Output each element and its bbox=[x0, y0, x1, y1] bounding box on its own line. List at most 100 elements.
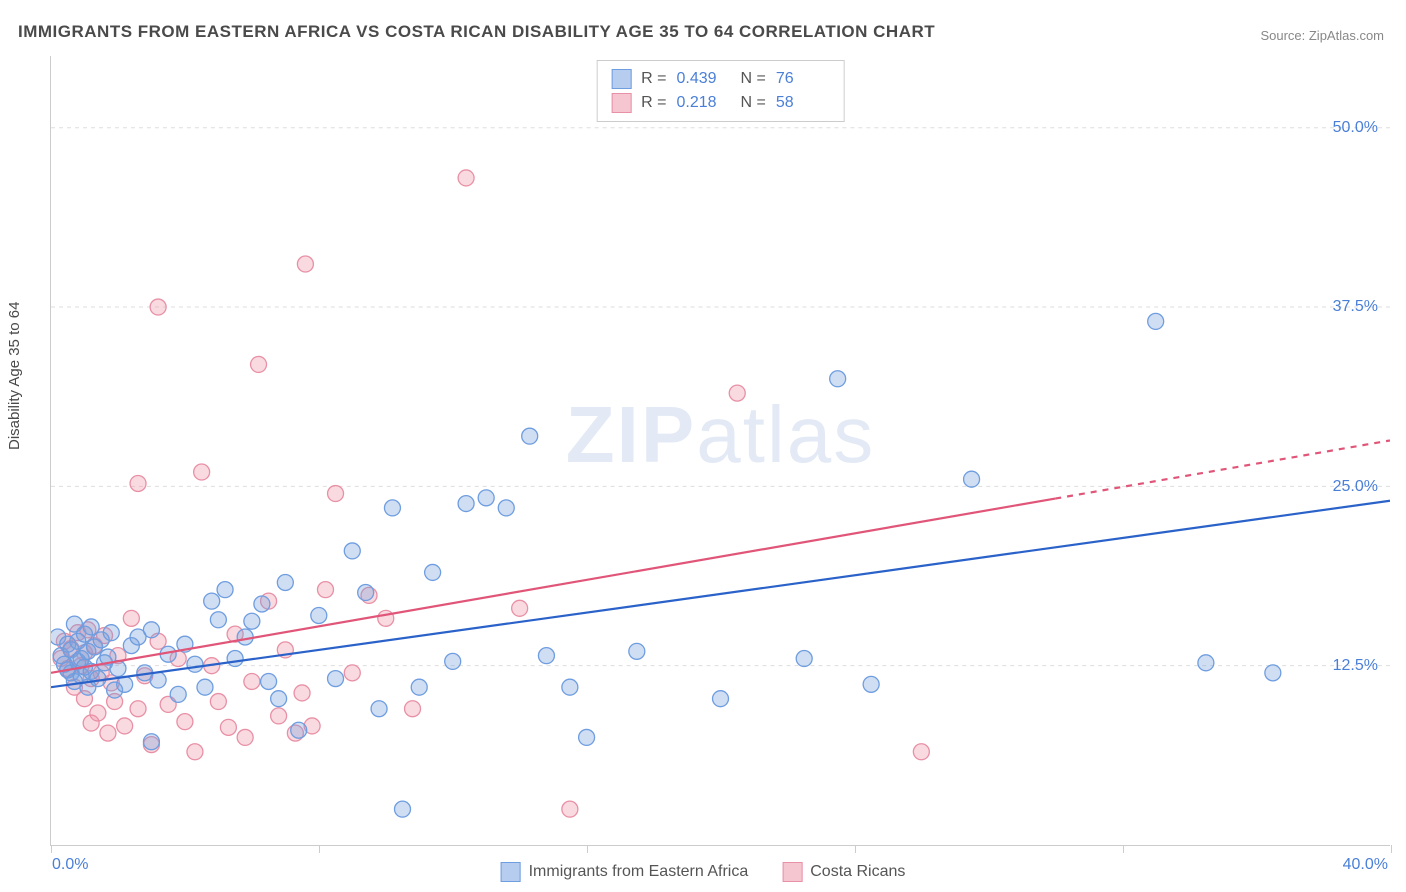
scatter-point bbox=[512, 600, 528, 616]
scatter-point bbox=[271, 691, 287, 707]
r-value-pink: 0.218 bbox=[677, 94, 731, 112]
scatter-point bbox=[713, 691, 729, 707]
scatter-point bbox=[187, 656, 203, 672]
scatter-point bbox=[394, 801, 410, 817]
scatter-point bbox=[371, 701, 387, 717]
scatter-point bbox=[445, 653, 461, 669]
r-value-blue: 0.439 bbox=[677, 70, 731, 88]
scatter-point bbox=[405, 701, 421, 717]
scatter-point bbox=[244, 673, 260, 689]
scatter-point bbox=[187, 744, 203, 760]
scatter-point bbox=[579, 729, 595, 745]
y-axis-label: Disability Age 35 to 64 bbox=[6, 302, 23, 450]
scatter-point bbox=[261, 673, 277, 689]
scatter-point bbox=[90, 671, 106, 687]
legend-label-pink: Costa Ricans bbox=[810, 863, 905, 881]
scatter-point bbox=[863, 676, 879, 692]
plot-area: ZIPatlas R = 0.439 N = 76 R = 0.218 N = … bbox=[50, 56, 1390, 846]
scatter-point bbox=[1198, 655, 1214, 671]
scatter-point bbox=[458, 496, 474, 512]
scatter-point bbox=[130, 701, 146, 717]
xtick bbox=[855, 845, 856, 853]
stats-legend: R = 0.439 N = 76 R = 0.218 N = 58 bbox=[596, 60, 845, 122]
scatter-point bbox=[384, 500, 400, 516]
stats-row-blue: R = 0.439 N = 76 bbox=[611, 67, 830, 91]
scatter-point bbox=[358, 585, 374, 601]
scatter-point bbox=[538, 648, 554, 664]
scatter-point bbox=[217, 582, 233, 598]
scatter-point bbox=[425, 564, 441, 580]
scatter-point bbox=[150, 672, 166, 688]
scatter-point bbox=[328, 671, 344, 687]
scatter-point bbox=[103, 625, 119, 641]
scatter-point bbox=[237, 729, 253, 745]
legend-swatch-blue bbox=[501, 862, 521, 882]
scatter-point bbox=[227, 651, 243, 667]
scatter-point bbox=[311, 607, 327, 623]
xtick bbox=[319, 845, 320, 853]
scatter-point bbox=[277, 574, 293, 590]
scatter-point bbox=[1148, 313, 1164, 329]
scatter-point bbox=[291, 722, 307, 738]
scatter-point bbox=[562, 801, 578, 817]
chart-title: IMMIGRANTS FROM EASTERN AFRICA VS COSTA … bbox=[18, 22, 935, 42]
xtick bbox=[51, 845, 52, 853]
scatter-point bbox=[220, 719, 236, 735]
scatter-point bbox=[913, 744, 929, 760]
legend-label-blue: Immigrants from Eastern Africa bbox=[529, 863, 749, 881]
scatter-point bbox=[100, 725, 116, 741]
scatter-point bbox=[318, 582, 334, 598]
scatter-point bbox=[271, 708, 287, 724]
scatter-point bbox=[251, 356, 267, 372]
ytick-label: 12.5% bbox=[1333, 657, 1378, 675]
scatter-point bbox=[150, 299, 166, 315]
scatter-point bbox=[197, 679, 213, 695]
n-label-2: N = bbox=[741, 94, 766, 112]
n-value-pink: 58 bbox=[776, 94, 830, 112]
scatter-point bbox=[130, 476, 146, 492]
scatter-point bbox=[177, 714, 193, 730]
scatter-point bbox=[478, 490, 494, 506]
scatter-point bbox=[1265, 665, 1281, 681]
scatter-point bbox=[194, 464, 210, 480]
r-label-2: R = bbox=[641, 94, 666, 112]
scatter-point bbox=[294, 685, 310, 701]
scatter-point bbox=[143, 734, 159, 750]
scatter-point bbox=[344, 543, 360, 559]
scatter-point bbox=[562, 679, 578, 695]
correlation-chart: IMMIGRANTS FROM EASTERN AFRICA VS COSTA … bbox=[0, 0, 1406, 892]
scatter-point bbox=[143, 622, 159, 638]
ytick-label: 37.5% bbox=[1333, 298, 1378, 316]
swatch-blue bbox=[611, 69, 631, 89]
ytick-label: 50.0% bbox=[1333, 119, 1378, 137]
series-legend: Immigrants from Eastern Africa Costa Ric… bbox=[501, 862, 906, 882]
n-label: N = bbox=[741, 70, 766, 88]
scatter-point bbox=[244, 613, 260, 629]
scatter-point bbox=[522, 428, 538, 444]
scatter-point bbox=[729, 385, 745, 401]
source-attribution: Source: ZipAtlas.com bbox=[1260, 28, 1384, 43]
scatter-point bbox=[210, 612, 226, 628]
xtick bbox=[1123, 845, 1124, 853]
r-label: R = bbox=[641, 70, 666, 88]
scatter-point bbox=[123, 610, 139, 626]
scatter-point bbox=[498, 500, 514, 516]
scatter-point bbox=[90, 705, 106, 721]
scatter-point bbox=[411, 679, 427, 695]
scatter-point bbox=[204, 593, 220, 609]
x-axis-origin-label: 0.0% bbox=[52, 856, 88, 874]
scatter-point bbox=[344, 665, 360, 681]
n-value-blue: 76 bbox=[776, 70, 830, 88]
scatter-point bbox=[117, 718, 133, 734]
swatch-pink bbox=[611, 93, 631, 113]
plot-svg bbox=[51, 56, 1390, 845]
ytick-label: 25.0% bbox=[1333, 478, 1378, 496]
legend-item-pink: Costa Ricans bbox=[782, 862, 905, 882]
legend-swatch-pink bbox=[782, 862, 802, 882]
scatter-point bbox=[297, 256, 313, 272]
legend-item-blue: Immigrants from Eastern Africa bbox=[501, 862, 749, 882]
scatter-point bbox=[964, 471, 980, 487]
xtick bbox=[587, 845, 588, 853]
scatter-point bbox=[237, 629, 253, 645]
scatter-point bbox=[830, 371, 846, 387]
